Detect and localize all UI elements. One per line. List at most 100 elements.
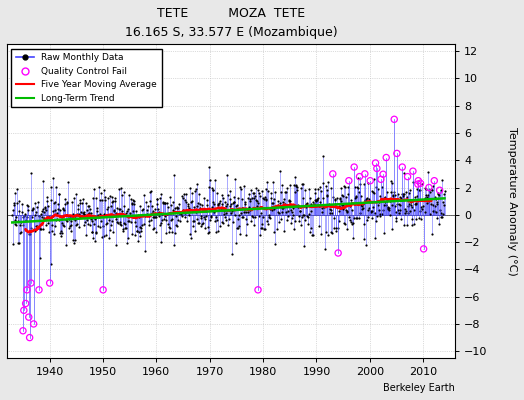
Point <box>352 215 361 221</box>
Point <box>206 177 214 183</box>
Point <box>25 314 33 320</box>
Point <box>135 202 144 209</box>
Point <box>177 208 185 215</box>
Point <box>269 179 277 186</box>
Point <box>239 204 247 211</box>
Point <box>149 208 158 214</box>
Point <box>270 206 279 212</box>
Point <box>120 220 128 226</box>
Point <box>99 287 107 293</box>
Point <box>63 199 72 205</box>
Point <box>159 200 167 206</box>
Point <box>93 208 101 214</box>
Point <box>158 210 167 217</box>
Point <box>214 228 223 234</box>
Point <box>134 238 142 244</box>
Point <box>58 222 67 228</box>
Point <box>47 260 55 267</box>
Point <box>319 180 328 186</box>
Point <box>439 199 447 205</box>
Point <box>280 196 288 203</box>
Point <box>146 198 154 204</box>
Point <box>144 222 152 228</box>
Point <box>248 212 256 219</box>
Point <box>20 307 28 314</box>
Point <box>268 200 277 206</box>
Point <box>36 225 44 232</box>
Point <box>199 206 207 212</box>
Point <box>162 200 171 206</box>
Point <box>91 195 100 201</box>
Point <box>164 221 172 227</box>
Point <box>396 202 404 208</box>
Point <box>150 214 158 220</box>
Point <box>284 208 292 214</box>
Point <box>313 196 321 202</box>
Point <box>10 190 19 196</box>
Point <box>32 204 41 210</box>
Point <box>220 208 228 214</box>
Point <box>321 245 329 252</box>
Point <box>369 204 377 210</box>
Point <box>395 201 403 207</box>
Point <box>46 184 54 190</box>
Point <box>122 210 130 216</box>
Point <box>335 203 343 210</box>
Point <box>310 200 318 207</box>
Point <box>315 198 324 205</box>
Point <box>20 226 29 232</box>
Point <box>41 207 50 213</box>
Point <box>308 232 316 238</box>
Y-axis label: Temperature Anomaly (°C): Temperature Anomaly (°C) <box>507 127 517 276</box>
Point <box>342 209 351 216</box>
Point <box>232 240 240 246</box>
Point <box>213 217 221 224</box>
Point <box>291 189 299 196</box>
Point <box>221 210 230 216</box>
Point <box>358 206 366 213</box>
Point <box>125 192 134 198</box>
Point <box>102 232 110 238</box>
Point <box>256 232 264 238</box>
Point <box>170 242 178 248</box>
Point <box>440 187 449 194</box>
Point <box>246 198 255 204</box>
Point <box>95 196 104 203</box>
Point <box>288 209 296 215</box>
Point <box>336 195 345 201</box>
Point <box>218 201 226 208</box>
Point <box>71 236 80 243</box>
Point <box>324 202 333 208</box>
Point <box>16 222 24 228</box>
Point <box>300 212 309 218</box>
Point <box>300 242 308 249</box>
Point <box>144 212 152 218</box>
Point <box>228 251 236 258</box>
Point <box>220 210 228 217</box>
Point <box>254 200 262 206</box>
Point <box>362 196 370 202</box>
Point <box>155 212 163 219</box>
Point <box>56 230 64 236</box>
Point <box>52 184 61 190</box>
Point <box>93 205 102 212</box>
Point <box>34 224 42 231</box>
Point <box>418 181 426 187</box>
Point <box>200 194 208 201</box>
Point <box>272 204 280 211</box>
Point <box>179 206 187 213</box>
Point <box>215 223 224 230</box>
Point <box>52 217 60 223</box>
Point <box>165 228 173 235</box>
Point <box>419 197 428 203</box>
Point <box>409 168 417 174</box>
Point <box>61 201 70 208</box>
Point <box>54 191 63 198</box>
Point <box>242 232 250 238</box>
Point <box>20 213 28 220</box>
Point <box>14 217 22 224</box>
Point <box>182 199 191 206</box>
Point <box>153 201 161 208</box>
Point <box>77 212 85 219</box>
Point <box>70 216 79 223</box>
